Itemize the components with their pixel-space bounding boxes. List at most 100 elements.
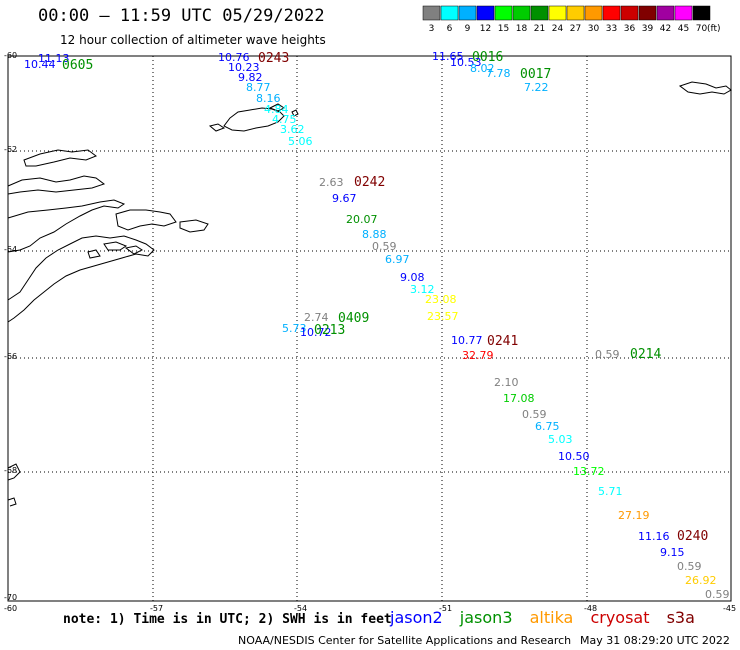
legend-bin-label: 33: [606, 24, 617, 34]
swh-value-label: 10.44: [24, 58, 56, 71]
swh-value-label: 7.78: [486, 67, 511, 80]
legend-bin-label: 18: [516, 24, 528, 34]
pass-time-label: 0214: [630, 347, 661, 362]
swh-value-label: 0.59: [677, 560, 702, 573]
swh-value-label: 13.72: [573, 465, 605, 478]
swh-value-label: 17.08: [503, 392, 535, 405]
swh-value-label: 2.63: [319, 176, 344, 189]
legend-bin-label: 24: [552, 24, 564, 34]
swh-value-label: 26.92: [685, 574, 717, 587]
legend-swatch: [440, 5, 459, 21]
swh-value-label: 7.22: [524, 81, 549, 94]
swh-value-label: 2.74: [304, 311, 329, 324]
swh-value-label: 32.79: [462, 349, 494, 362]
pass-time-label: 0242: [354, 175, 385, 190]
page-subtitle: 12 hour collection of altimeter wave hei…: [60, 33, 326, 47]
latitude-tick-label: -68: [4, 466, 17, 475]
swh-value-label: 4.84: [264, 103, 289, 116]
longitude-tick-label: -54: [294, 604, 307, 613]
legend-bin-label: 39: [642, 24, 654, 34]
legend-swatch: [674, 5, 693, 21]
swh-value-label: 10.72: [300, 326, 332, 339]
legend-swatch: [584, 5, 603, 21]
swh-value-label: 10.50: [558, 450, 590, 463]
pass-time-label: 0243: [258, 51, 289, 66]
satellite-jason3: jason3: [459, 608, 513, 627]
legend-bin-label: 21: [534, 24, 545, 34]
legend-bin-label: 30: [588, 24, 600, 34]
swh-value-label: 9.67: [332, 192, 357, 205]
legend-bin-label: 36: [624, 24, 636, 34]
swh-value-label: 11.65: [432, 50, 464, 63]
swh-value-label: 23.08: [425, 293, 457, 306]
legend-swatch: [638, 5, 657, 21]
legend-bin-label: 9: [465, 24, 471, 34]
longitude-tick-label: -51: [439, 604, 452, 613]
swh-value-label: 20.07: [346, 213, 378, 226]
map-frame: [7, 55, 732, 602]
latitude-labels: -60 -62 -64 -66 -68 -70: [4, 51, 17, 602]
swh-value-label: 0.59: [705, 588, 730, 601]
legend-bin-label: 45: [678, 24, 689, 34]
legend-swatch: [566, 5, 585, 21]
swh-value-label: 3.12: [410, 283, 435, 296]
legend-bin-label: 27: [570, 24, 581, 34]
swh-value-label: 8.16: [256, 92, 281, 105]
pass-time-label: 0213: [314, 323, 345, 338]
longitude-tick-label: -57: [150, 604, 163, 613]
legend-swatch: [602, 5, 621, 21]
latitude-tick-label: -62: [4, 145, 17, 154]
swh-value-label: 8.88: [362, 228, 387, 241]
legend-swatch: [530, 5, 549, 21]
legend-bin-label: 42: [660, 24, 671, 34]
swh-value-label: 10.77: [451, 334, 483, 347]
swh-value-label: 10.23: [228, 61, 260, 74]
legend-swatch: [512, 5, 531, 21]
legend-bin-label: 6: [447, 24, 453, 34]
latitude-tick-label: -70: [4, 593, 17, 602]
swh-value-label: 0.59: [595, 348, 620, 361]
swh-legend: 3 6 9 12 15 18 21 24 27 30 33 36 39 42 45 70 (ft): [422, 5, 721, 34]
footer-note: note: 1) Time is in UTC; 2) SWH is in fe…: [63, 612, 392, 627]
legend-swatch: [494, 5, 513, 21]
coastline: [7, 81, 732, 507]
latitude-tick-label: -60: [4, 51, 17, 60]
swh-value-label: 0.59: [522, 408, 547, 421]
page-title: 00:00 – 11:59 UTC 05/29/2022: [38, 6, 325, 26]
legend-swatch: [458, 5, 477, 21]
legend-swatch: [620, 5, 639, 21]
footer-credit: NOAA/NESDIS Center for Satellite Applica…: [238, 634, 572, 647]
swh-value-label: 4.75: [272, 113, 297, 126]
swh-value-label: 9.15: [660, 546, 685, 559]
pass-time-label: 0016: [472, 50, 503, 65]
satellite-key: jason2 jason3 altika cryosat s3a: [390, 608, 707, 627]
swh-value-label: 11.16: [638, 530, 670, 543]
legend-swatch: [548, 5, 567, 21]
legend-swatch: [422, 5, 441, 21]
swh-value-label: 5.06: [288, 135, 313, 148]
swh-value-label: 6.75: [535, 420, 560, 433]
swh-value-label: 23.57: [427, 310, 459, 323]
graticule: [8, 56, 731, 601]
swh-value-label: 6.97: [385, 253, 410, 266]
swh-value-label: 10.76: [218, 51, 250, 64]
legend-swatch: [476, 5, 495, 21]
swh-value-label: 3.62: [280, 123, 305, 136]
swh-value-label: 0.59: [372, 240, 397, 253]
satellite-cryosat: cryosat: [590, 608, 650, 627]
swh-value-label: 2.10: [494, 376, 519, 389]
legend-bin-label: 15: [498, 24, 509, 34]
swh-value-label: 27.19: [618, 509, 650, 522]
satellite-jason2: jason2: [390, 608, 443, 627]
legend-bin-label: 70: [696, 24, 708, 34]
swh-value-label: 9.82: [238, 71, 263, 84]
pass-time-label: 0409: [338, 311, 369, 326]
legend-unit: (ft): [707, 24, 721, 34]
pass-time-label: 0241: [487, 334, 518, 349]
swh-value-label: 8.77: [246, 81, 271, 94]
legend-bin-label: 12: [480, 24, 491, 34]
swh-value-label: 8.02: [470, 62, 495, 75]
pass-time-label: 0017: [520, 67, 551, 82]
